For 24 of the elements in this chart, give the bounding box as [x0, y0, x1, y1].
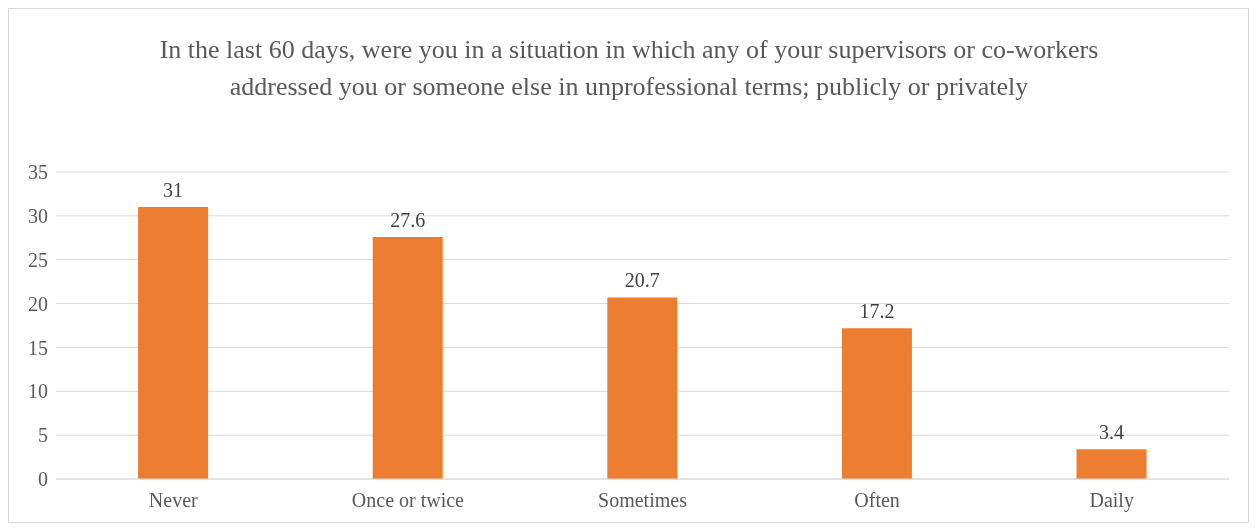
y-tick-label: 15 [28, 336, 48, 359]
data-label: 31 [163, 179, 184, 202]
x-tick-label: Often [854, 489, 900, 512]
chart-title: In the last 60 days, were you in a situation in which any of your supervisors or co-workers addressed you or someone else in unprofessional terms; publicly or privately [159, 35, 1099, 101]
x-tick-label: Sometimes [598, 489, 688, 512]
bar [607, 297, 678, 479]
bar [841, 328, 912, 479]
bar [372, 236, 443, 479]
x-tick-label: Never [148, 489, 199, 512]
y-tick-label: 10 [28, 380, 48, 403]
data-label: 17.2 [859, 300, 895, 323]
y-tick-label: 20 [28, 292, 48, 315]
y-tick-label: 25 [28, 248, 48, 271]
data-label: 27.6 [390, 208, 426, 231]
y-tick-label: 0 [38, 468, 48, 491]
bar [138, 207, 209, 479]
x-tick-label: Once or twice [351, 489, 465, 512]
data-label: 3.4 [1099, 421, 1125, 444]
x-tick-label: Daily [1089, 489, 1134, 513]
bar [1076, 449, 1147, 479]
data-label: 20.7 [624, 269, 660, 292]
y-tick-label: 35 [28, 161, 48, 184]
y-tick-label: 5 [38, 424, 48, 447]
y-tick-label: 30 [28, 204, 48, 227]
